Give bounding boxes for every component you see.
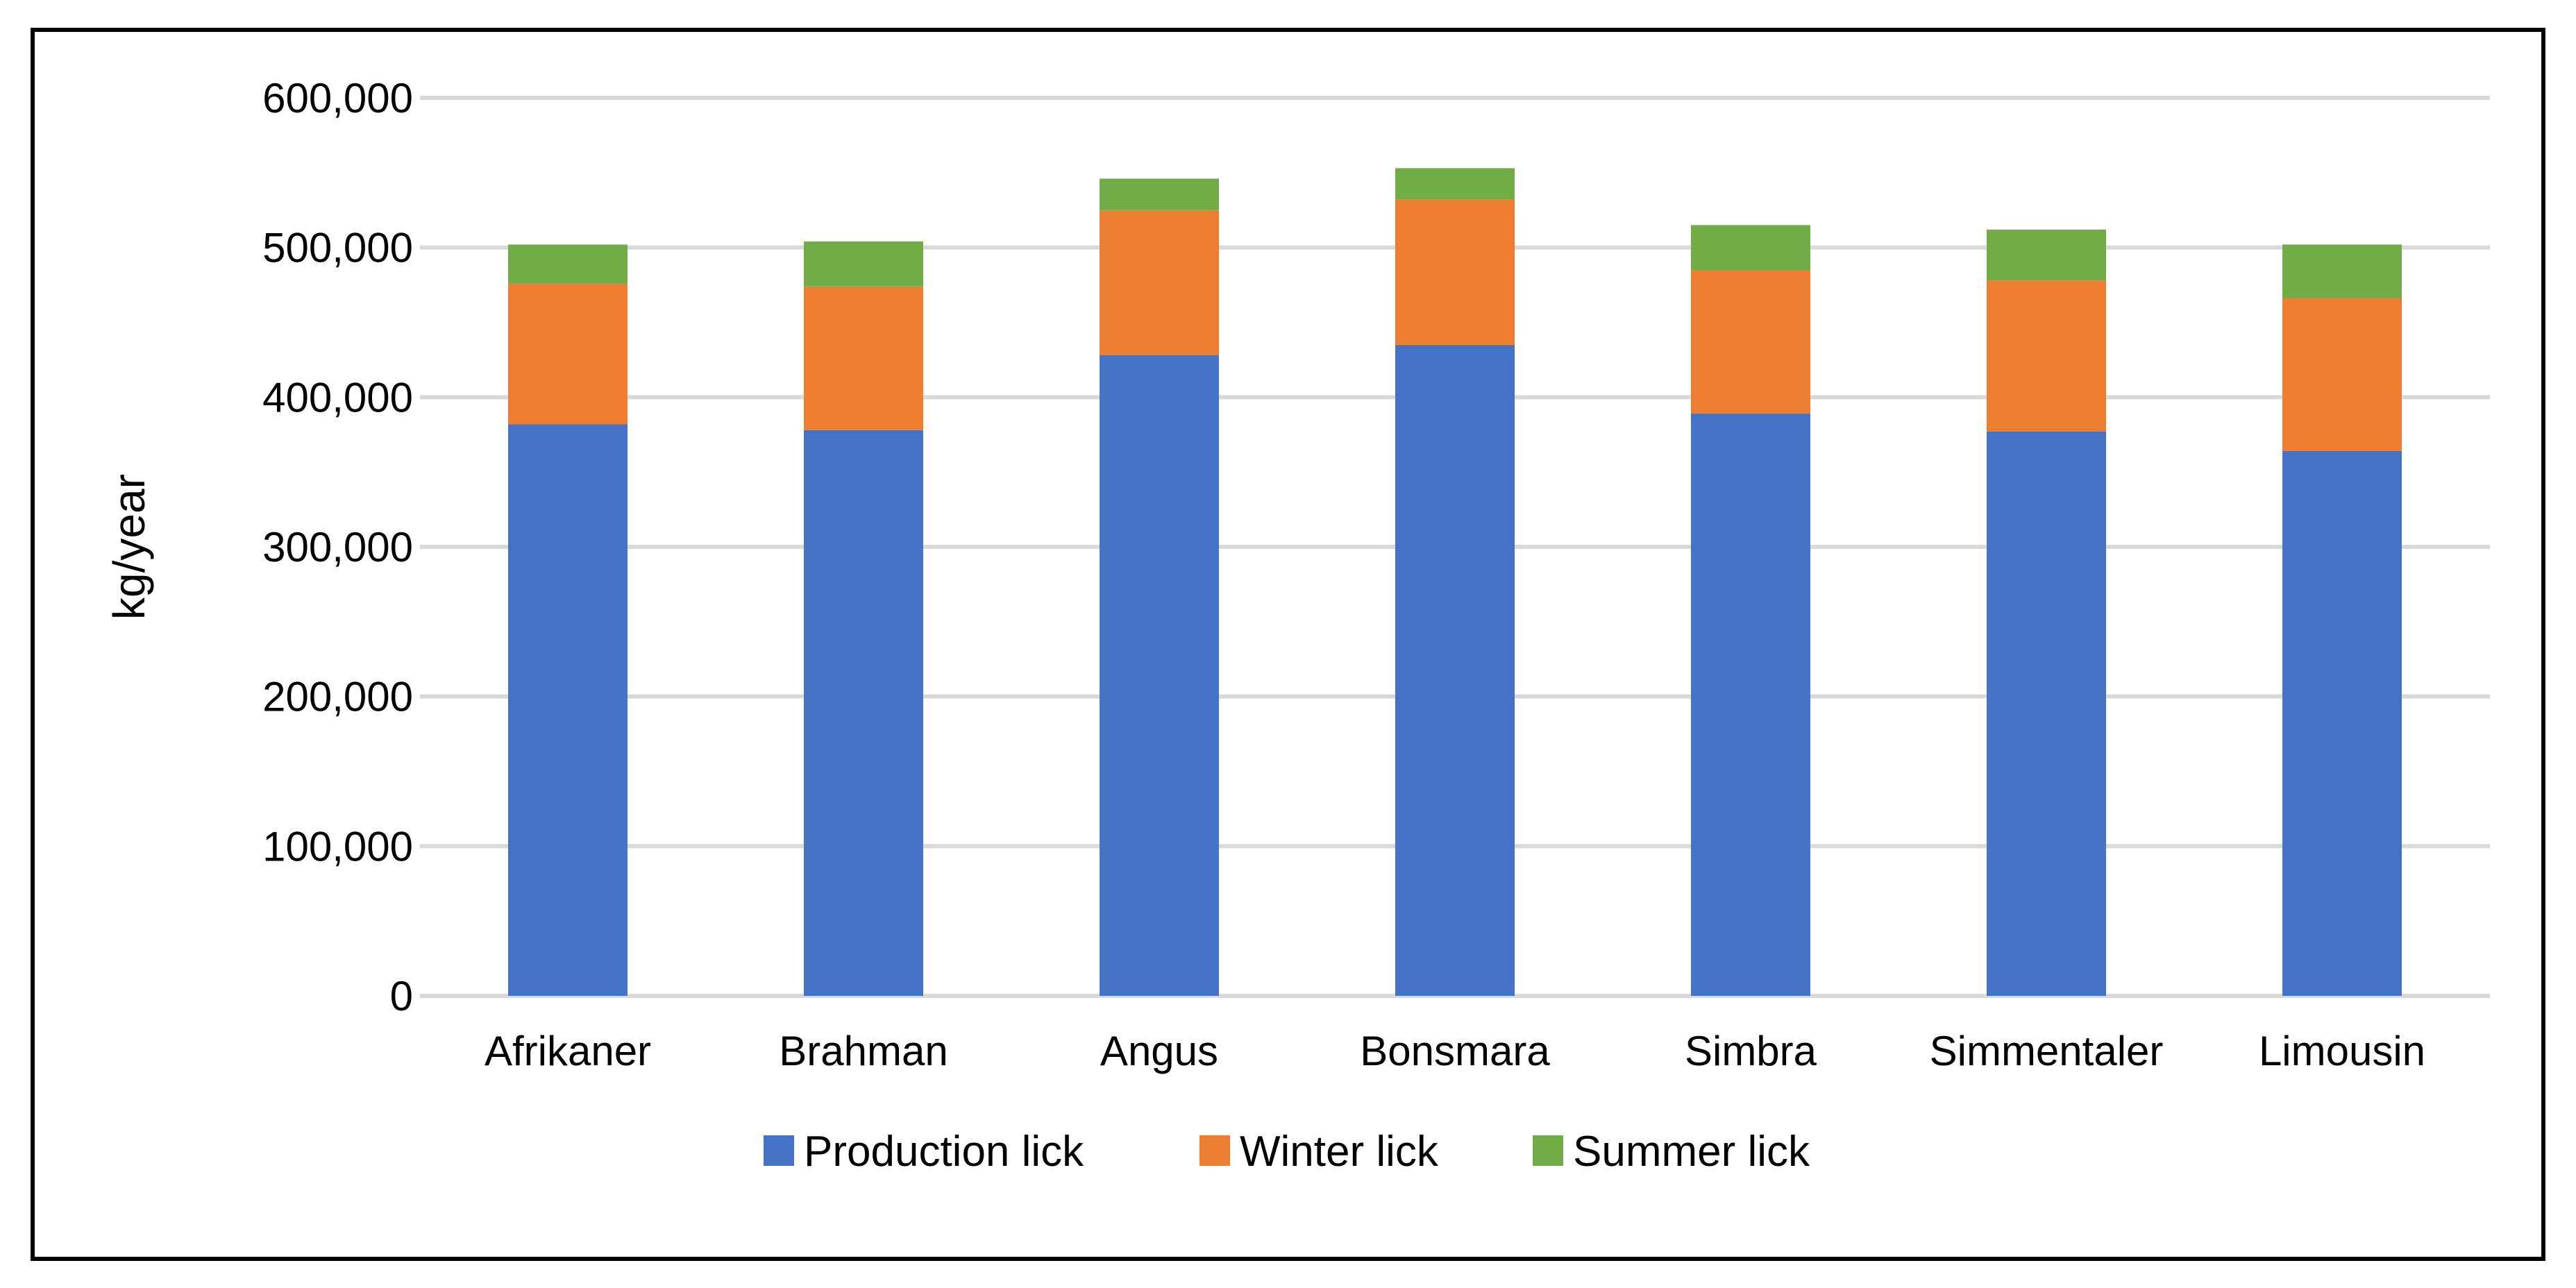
bar-segment	[804, 286, 923, 430]
bar-segment	[1987, 431, 2106, 996]
bar-segment	[1691, 225, 1810, 271]
legend-swatch	[1199, 1135, 1230, 1166]
x-category-label: Afrikaner	[485, 1028, 651, 1074]
bar-segment	[2282, 244, 2402, 298]
y-tick-label: 200,000	[262, 674, 413, 720]
bar-segment	[1691, 270, 1810, 414]
bar-segment	[1100, 355, 1219, 996]
y-tick-label: 400,000	[262, 374, 413, 421]
bar-segment	[508, 244, 628, 284]
bar-segment	[804, 430, 923, 996]
bar-segment	[1987, 280, 2106, 432]
chart-frame: 0 100,000 200,000 300,000 400,000 500,000 600,…	[31, 28, 2545, 1261]
legend-label: Summer lick	[1573, 1128, 1810, 1176]
legend-label: Winter lick	[1240, 1128, 1439, 1176]
x-category-label: Limousin	[2259, 1028, 2425, 1074]
bar-segment	[1395, 168, 1515, 200]
bar-segment	[1987, 229, 2106, 281]
legend-label: Production lick	[804, 1128, 1084, 1176]
legend: Production lick Winter lick Summer lick	[764, 1128, 1810, 1176]
x-category-label: Simmentaler	[1930, 1028, 2164, 1074]
bar-segment	[1100, 210, 1219, 355]
bar-segment	[804, 242, 923, 287]
y-axis-ticks: 0 100,000 200,000 300,000 400,000 500,000 600,…	[262, 75, 413, 1019]
y-tick-label: 300,000	[262, 524, 413, 570]
legend-swatch	[1533, 1135, 1563, 1166]
x-category-label: Brahman	[779, 1028, 948, 1074]
x-category-label: Bonsmara	[1360, 1028, 1550, 1074]
bar-segment	[2282, 298, 2402, 451]
y-axis-title: kg/year	[104, 474, 154, 620]
x-axis-categories: Afrikaner Brahman Angus Bonsmara Simbra Simme…	[485, 1028, 2425, 1074]
bar-segment	[1100, 178, 1219, 210]
y-tick-label: 100,000	[262, 823, 413, 870]
legend-swatch	[764, 1135, 794, 1166]
bar-segment	[1395, 199, 1515, 345]
bar-segment	[1395, 344, 1515, 997]
bar-segment	[508, 283, 628, 425]
x-category-label: Angus	[1100, 1028, 1218, 1074]
y-tick-label: 600,000	[262, 75, 413, 121]
x-category-label: Simbra	[1685, 1028, 1817, 1074]
bar-segment	[1691, 414, 1810, 996]
y-tick-label: 0	[390, 973, 413, 1019]
bar-segment	[508, 424, 628, 996]
bars	[508, 168, 2402, 997]
y-tick-label: 500,000	[262, 225, 413, 271]
stacked-bar-chart: 0 100,000 200,000 300,000 400,000 500,000 600,…	[104, 75, 2490, 1176]
bar-segment	[2282, 450, 2402, 996]
